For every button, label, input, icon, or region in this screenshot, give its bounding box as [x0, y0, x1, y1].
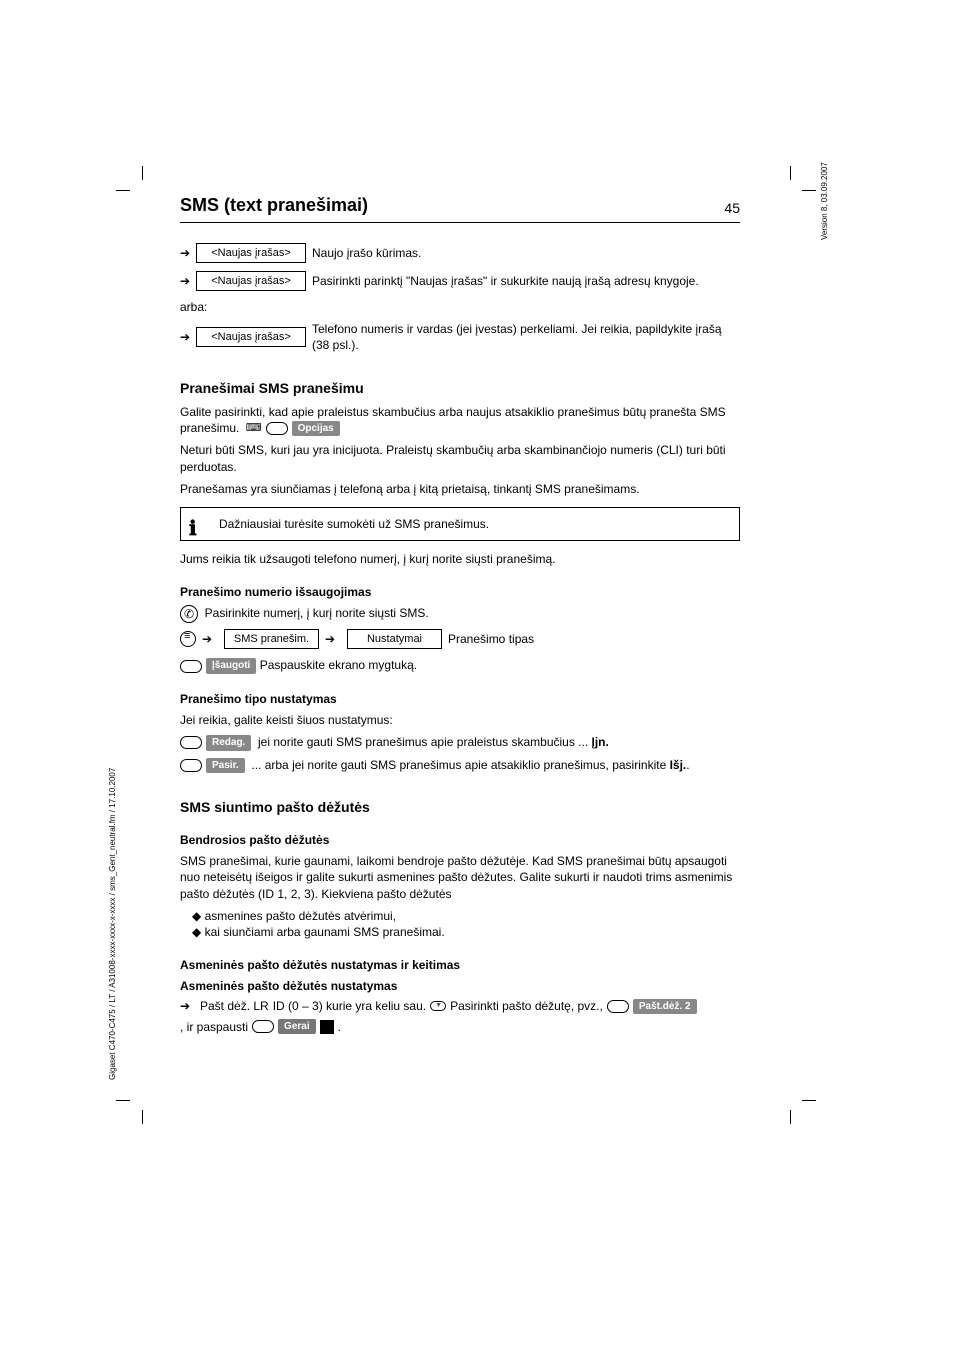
breadcrumb-trail: Pranešimo tipas	[448, 631, 534, 647]
softkey-label: Redag.	[206, 735, 251, 751]
off-label: Išj.	[670, 758, 687, 772]
text: jei norite gauti SMS pranešimus apie pra…	[258, 735, 588, 749]
arrow-icon: ➔	[325, 632, 341, 646]
crossref: (38 psl.)	[312, 338, 355, 352]
body-text: Pasir. ... arba jei norite gauti SMS pra…	[180, 757, 740, 774]
softkey-edit[interactable]: Redag.	[180, 735, 251, 751]
arrow-icon: ➔	[180, 330, 196, 344]
end-icon	[320, 1020, 334, 1034]
info-text: Dažniausiai turėsite sumokėti už SMS pra…	[219, 517, 489, 531]
page-content: SMS (text pranešimai) 45 ➔ <Naujas įraša…	[180, 195, 740, 1041]
sub-sub-title: Asmeninės pašto dėžutės nustatymas	[180, 978, 740, 994]
sequence-row: ➔ Pašt dėž. LR ID (0 – 3) kurie yra keli…	[180, 998, 740, 1034]
footer-right: Version 8, 03.09.2007	[820, 162, 829, 240]
crop-mark	[116, 190, 130, 191]
breadcrumb-step: SMS pranešim.	[224, 629, 319, 649]
page-header: SMS (text pranešimai) 45	[180, 195, 740, 223]
crop-mark	[142, 1110, 143, 1124]
softkey-label: Įšaugoti	[206, 658, 256, 674]
softkey-icon	[266, 422, 288, 435]
seq-lead: Pašt dėž. LR	[200, 998, 269, 1014]
option-box: <Naujas įrašas>	[196, 327, 306, 347]
list-item: ◆ asmenines pašto dėžutės atvėrimui,	[180, 908, 740, 924]
body-text: Įšaugoti Paspauskite ekrano mygtuką.	[180, 657, 740, 674]
softkey-options[interactable]: ⌨ Opcijas	[246, 421, 340, 437]
or-text: arba:	[180, 299, 740, 315]
softkey-icon	[252, 1020, 274, 1033]
info-icon: ℹ	[189, 516, 197, 543]
menu-icon[interactable]	[180, 631, 196, 647]
crop-mark	[802, 190, 816, 191]
text: ... arba jei norite gauti SMS pranešimus…	[251, 758, 669, 772]
body-text: Neturi būti SMS, kuri jau yra inicijuota…	[180, 442, 740, 474]
text: kai siunčiami arba gaunami SMS pranešima…	[205, 925, 445, 939]
section-title-notify: Pranešimai SMS pranešimu	[180, 380, 740, 396]
softkey-select[interactable]: Pasir.	[180, 758, 245, 774]
sub-title-general-mailbox: Bendrosios pašto dėžutės	[180, 833, 740, 847]
list-item: ◆ kai siunčiami arba gaunami SMS praneši…	[180, 924, 740, 940]
text: Pasirinkite numerį, į kurį norite siųsti…	[205, 606, 429, 620]
option-box: <Naujas įrašas>	[196, 243, 306, 263]
softkey-icon	[180, 660, 202, 673]
section-title-notifytype: Pranešimo tipo nustatymas	[180, 692, 740, 706]
option-box: <Naujas įrašas>	[196, 271, 306, 291]
softkey-icon	[607, 1000, 629, 1013]
option-desc-text: Telefono numeris ir vardas (jei įvestas)…	[312, 322, 722, 336]
option-desc: Pasirinkti parinktį "Naujas įrašas" ir s…	[312, 273, 740, 289]
text: Paspauskite ekrano mygtuką.	[260, 658, 417, 672]
option-row: ➔ <Naujas įrašas> Naujo įrašo kūrimas.	[180, 243, 740, 263]
text: , ir paspausti	[180, 1019, 248, 1035]
on-label: Įjn.	[592, 735, 609, 749]
section-title-mailbox: SMS siuntimo pašto dėžutės	[180, 799, 740, 815]
softkey-icon	[180, 736, 202, 749]
text: .	[338, 1019, 341, 1035]
info-box: ℹ Dažniausiai turėsite sumokėti už SMS p…	[180, 507, 740, 541]
section-title-savenum: Pranešimo numerio išsaugojimas	[180, 585, 740, 599]
softkey-label: Pasir.	[206, 758, 245, 774]
body-text: SMS pranešimai, kurie gaunami, laikomi b…	[180, 853, 740, 902]
text: asmenines pašto dėžutės atvėrimui,	[205, 909, 396, 923]
softkey-label: Gerai	[278, 1019, 316, 1035]
softkey-save[interactable]: Įšaugoti	[180, 658, 256, 674]
section-title-personal: Asmeninės pašto dėžutės nustatymas ir ke…	[180, 958, 740, 972]
nav-down-icon[interactable]	[430, 1001, 446, 1011]
arrow-icon: ➔	[180, 998, 196, 1014]
breadcrumb-row: ➔ SMS pranešim. ➔ Nustatymai Pranešimo t…	[180, 629, 740, 649]
crop-mark	[802, 1100, 816, 1101]
body-text: Galite pasirinkti, kad apie praleistus s…	[180, 404, 740, 437]
crop-mark	[790, 1110, 791, 1124]
page-number: 45	[724, 200, 740, 216]
crop-mark	[116, 1100, 130, 1101]
keypad-icon: ⌨	[246, 421, 262, 436]
seq-trail: ID (0 – 3) kurie yra keliu sau.	[273, 998, 426, 1014]
breadcrumb-step: Nustatymai	[347, 629, 442, 649]
option-desc: Naujo įrašo kūrimas.	[312, 245, 421, 261]
crop-mark	[790, 166, 791, 180]
softkey-label: Pašt.dėž. 2	[633, 999, 697, 1015]
body-text: Redag. jei norite gauti SMS pranešimus a…	[180, 734, 740, 751]
phone-icon: ✆	[180, 605, 198, 623]
softkey-label: Opcijas	[292, 421, 340, 437]
option-row: ➔ <Naujas įrašas> Telefono numeris ir va…	[180, 321, 740, 353]
body-text: Jums reikia tik užsaugoti telefono numer…	[180, 551, 740, 567]
page-title: SMS (text pranešimai)	[180, 195, 368, 216]
option-desc: Telefono numeris ir vardas (jei įvestas)…	[312, 321, 740, 353]
option-row: ➔ <Naujas įrašas> Pasirinkti parinktį "N…	[180, 271, 740, 291]
softkey-mailbox2[interactable]: Pašt.dėž. 2	[607, 999, 697, 1015]
body-text: ✆ Pasirinkite numerį, į kurį norite siųs…	[180, 605, 740, 623]
arrow-icon: ➔	[180, 274, 196, 288]
body-text: Pranešamas yra siunčiamas į telefoną arb…	[180, 481, 740, 497]
softkey-icon	[180, 759, 202, 772]
arrow-icon: ➔	[180, 246, 196, 260]
softkey-ok[interactable]: Gerai	[252, 1019, 316, 1035]
body-text: Jei reikia, galite keisti šiuos nustatym…	[180, 712, 740, 728]
arrow-icon: ➔	[202, 632, 218, 646]
crop-mark	[142, 166, 143, 180]
text: Pasirinkti pašto dėžutę, pvz.,	[450, 998, 603, 1014]
footer-left: Gigaset C470-C475 / LT / A31008-xxxx-xxx…	[108, 768, 117, 1080]
